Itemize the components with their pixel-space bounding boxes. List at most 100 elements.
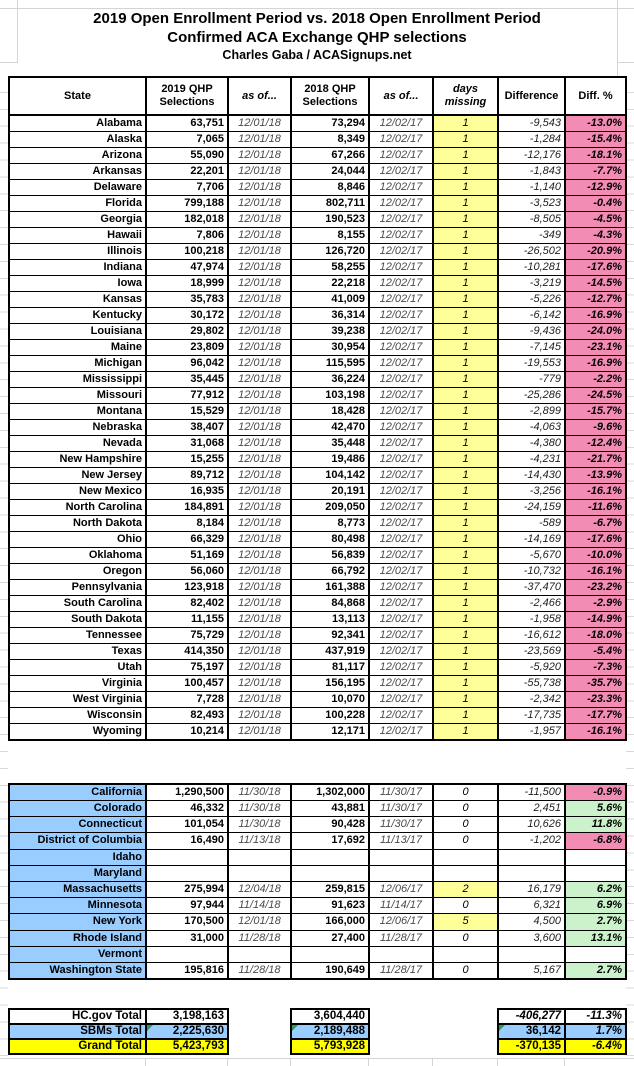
difference-cell[interactable]: -9,543 <box>497 114 566 132</box>
asof-2018-cell[interactable]: 12/02/17 <box>368 211 434 228</box>
diff-pct-cell[interactable]: -15.7% <box>564 403 627 420</box>
qhp-2018-cell[interactable]: 67,266 <box>290 147 370 164</box>
qhp-2018-cell[interactable] <box>290 945 370 963</box>
qhp-2018-cell[interactable]: 103,198 <box>290 387 370 404</box>
qhp-2019-cell[interactable]: 66,329 <box>145 531 229 548</box>
asof-2018-cell[interactable]: 12/06/17 <box>368 913 434 931</box>
qhp-2019-cell[interactable]: 1,290,500 <box>145 783 229 801</box>
qhp-2018-cell[interactable]: 10,070 <box>290 691 370 708</box>
asof-2018-cell[interactable]: 11/13/17 <box>368 832 434 850</box>
diff-pct-cell[interactable]: -35.7% <box>564 675 627 692</box>
asof-2019-cell[interactable]: 12/01/18 <box>227 114 292 132</box>
asof-2018-cell[interactable]: 12/02/17 <box>368 307 434 324</box>
asof-2019-cell[interactable]: 12/01/18 <box>227 403 292 420</box>
asof-2018-cell[interactable]: 12/02/17 <box>368 323 434 340</box>
difference-total-cell[interactable]: 36,142 <box>497 1023 566 1040</box>
difference-cell[interactable]: -16,612 <box>497 627 566 644</box>
days-missing-cell[interactable]: 1 <box>432 147 499 164</box>
diff-pct-cell[interactable]: 6.9% <box>564 897 627 915</box>
qhp-2018-total-cell[interactable]: 5,793,928 <box>290 1038 370 1055</box>
state-cell[interactable]: Florida <box>8 195 147 212</box>
asof-2019-cell[interactable]: 12/01/18 <box>227 707 292 724</box>
qhp-2018-cell[interactable]: 12,171 <box>290 723 370 741</box>
qhp-2018-cell[interactable] <box>290 864 370 882</box>
days-missing-cell[interactable]: 1 <box>432 403 499 420</box>
qhp-2019-cell[interactable]: 51,169 <box>145 547 229 564</box>
difference-cell[interactable]: -26,502 <box>497 243 566 260</box>
diff-pct-cell[interactable]: -24.0% <box>564 323 627 340</box>
col-header-2019-qhp[interactable]: 2019 QHP Selections <box>145 76 229 116</box>
qhp-2018-cell[interactable]: 27,400 <box>290 929 370 947</box>
days-missing-cell[interactable]: 1 <box>432 563 499 580</box>
asof-2019-cell[interactable]: 12/01/18 <box>227 355 292 372</box>
qhp-2019-cell[interactable]: 35,783 <box>145 291 229 308</box>
asof-2019-cell[interactable]: 12/01/18 <box>227 211 292 228</box>
asof-2019-cell[interactable]: 12/01/18 <box>227 913 292 931</box>
qhp-2018-cell[interactable]: 161,388 <box>290 579 370 596</box>
difference-cell[interactable] <box>497 848 566 866</box>
diff-pct-cell[interactable]: 6.2% <box>564 880 627 899</box>
diff-pct-cell[interactable]: -15.4% <box>564 131 627 148</box>
qhp-2018-cell[interactable]: 209,050 <box>290 499 370 516</box>
days-missing-cell[interactable] <box>432 945 499 963</box>
difference-cell[interactable] <box>497 864 566 882</box>
asof-2018-cell[interactable] <box>368 848 434 866</box>
days-missing-cell[interactable]: 0 <box>432 961 499 980</box>
difference-cell[interactable]: -14,169 <box>497 531 566 548</box>
qhp-2019-cell[interactable]: 799,188 <box>145 195 229 212</box>
diff-pct-cell[interactable]: -13.9% <box>564 467 627 484</box>
asof-2018-cell[interactable]: 12/02/17 <box>368 275 434 292</box>
qhp-2019-cell[interactable]: 82,493 <box>145 707 229 724</box>
qhp-2019-cell[interactable]: 31,000 <box>145 929 229 947</box>
qhp-2018-cell[interactable]: 36,224 <box>290 371 370 388</box>
diff-pct-cell[interactable]: -23.1% <box>564 339 627 356</box>
qhp-2018-cell[interactable]: 1,302,000 <box>290 783 370 801</box>
asof-2018-cell[interactable]: 12/02/17 <box>368 563 434 580</box>
asof-2019-cell[interactable]: 12/01/18 <box>227 595 292 612</box>
state-cell[interactable]: Maryland <box>8 864 147 882</box>
qhp-2019-total-cell[interactable]: 2,225,630 <box>145 1023 229 1040</box>
state-cell[interactable]: Arizona <box>8 147 147 164</box>
days-missing-cell[interactable] <box>432 864 499 882</box>
state-cell[interactable]: Idaho <box>8 848 147 866</box>
qhp-2018-cell[interactable]: 190,649 <box>290 961 370 980</box>
difference-cell[interactable]: -3,219 <box>497 275 566 292</box>
difference-cell[interactable]: -24,159 <box>497 499 566 516</box>
qhp-2019-cell[interactable]: 96,042 <box>145 355 229 372</box>
state-cell[interactable]: Delaware <box>8 179 147 196</box>
qhp-2019-cell[interactable]: 31,068 <box>145 435 229 452</box>
asof-2019-cell[interactable]: 12/01/18 <box>227 419 292 436</box>
asof-2019-cell[interactable]: 12/01/18 <box>227 259 292 276</box>
state-cell[interactable]: New Mexico <box>8 483 147 500</box>
difference-cell[interactable]: -11,500 <box>497 783 566 801</box>
difference-cell[interactable]: -4,231 <box>497 451 566 468</box>
state-cell[interactable]: Montana <box>8 403 147 420</box>
asof-2019-cell[interactable]: 11/28/18 <box>227 929 292 947</box>
diff-pct-cell[interactable]: -10.0% <box>564 547 627 564</box>
state-cell[interactable]: Mississippi <box>8 371 147 388</box>
state-cell[interactable]: Vermont <box>8 945 147 963</box>
qhp-2019-cell[interactable]: 75,197 <box>145 659 229 676</box>
qhp-2018-cell[interactable]: 41,009 <box>290 291 370 308</box>
qhp-2018-cell[interactable]: 39,238 <box>290 323 370 340</box>
asof-2019-cell[interactable]: 12/01/18 <box>227 371 292 388</box>
diff-pct-total-cell[interactable]: -11.3% <box>564 1008 627 1025</box>
state-cell[interactable]: Kansas <box>8 291 147 308</box>
diff-pct-cell[interactable]: -0.9% <box>564 783 627 801</box>
diff-pct-cell[interactable]: -21.7% <box>564 451 627 468</box>
qhp-2018-cell[interactable]: 92,341 <box>290 627 370 644</box>
diff-pct-cell[interactable]: 2.7% <box>564 961 627 980</box>
qhp-2018-cell[interactable]: 66,792 <box>290 563 370 580</box>
state-cell[interactable]: Arkansas <box>8 163 147 180</box>
days-missing-cell[interactable]: 1 <box>432 451 499 468</box>
days-missing-cell[interactable]: 0 <box>432 816 499 834</box>
days-missing-cell[interactable]: 1 <box>432 707 499 724</box>
diff-pct-cell[interactable]: -7.3% <box>564 659 627 676</box>
state-cell[interactable]: Iowa <box>8 275 147 292</box>
diff-pct-cell[interactable]: -6.7% <box>564 515 627 532</box>
qhp-2018-cell[interactable]: 90,428 <box>290 816 370 834</box>
asof-2019-cell[interactable]: 12/01/18 <box>227 627 292 644</box>
difference-cell[interactable]: -7,145 <box>497 339 566 356</box>
asof-2018-cell[interactable]: 12/02/17 <box>368 723 434 741</box>
difference-cell[interactable]: -1,140 <box>497 179 566 196</box>
